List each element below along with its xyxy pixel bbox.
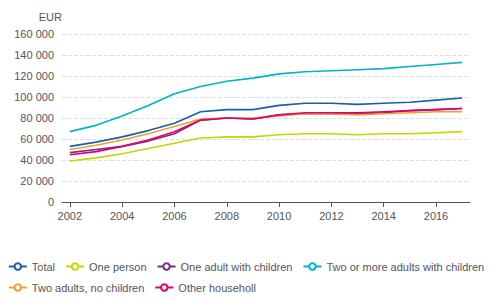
svg-text:Two or more adults with childr: Two or more adults with children bbox=[326, 261, 484, 273]
svg-text:2016: 2016 bbox=[424, 210, 448, 222]
svg-text:100 000: 100 000 bbox=[14, 91, 54, 103]
svg-text:160 000: 160 000 bbox=[14, 28, 54, 40]
svg-text:2010: 2010 bbox=[267, 210, 291, 222]
svg-text:One adult with children: One adult with children bbox=[181, 261, 293, 273]
svg-text:2006: 2006 bbox=[162, 210, 186, 222]
svg-text:Two adults, no children: Two adults, no children bbox=[32, 282, 145, 294]
svg-text:40 000: 40 000 bbox=[20, 154, 54, 166]
svg-text:Other householl: Other householl bbox=[178, 282, 256, 294]
svg-text:2008: 2008 bbox=[215, 210, 239, 222]
svg-text:Total: Total bbox=[32, 261, 55, 273]
svg-text:2014: 2014 bbox=[371, 210, 395, 222]
svg-text:2002: 2002 bbox=[58, 210, 82, 222]
svg-text:One person: One person bbox=[89, 261, 146, 273]
svg-text:EUR: EUR bbox=[39, 11, 62, 23]
svg-text:0: 0 bbox=[48, 196, 54, 208]
svg-text:60 000: 60 000 bbox=[20, 133, 54, 145]
svg-text:80 000: 80 000 bbox=[20, 112, 54, 124]
svg-text:2012: 2012 bbox=[319, 210, 343, 222]
svg-text:20 000: 20 000 bbox=[20, 175, 54, 187]
svg-text:140 000: 140 000 bbox=[14, 49, 54, 61]
svg-text:120 000: 120 000 bbox=[14, 70, 54, 82]
svg-text:2004: 2004 bbox=[110, 210, 134, 222]
